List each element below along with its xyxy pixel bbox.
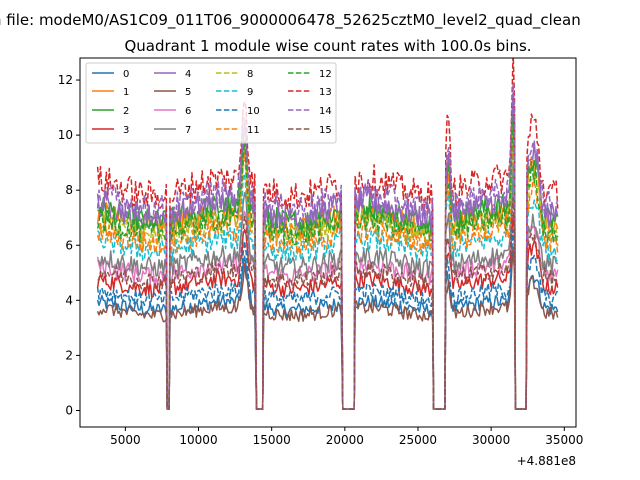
legend-label-12: 12 <box>319 69 332 80</box>
y-tick-label: 6 <box>65 238 73 252</box>
x-tick-label: 25000 <box>399 433 437 447</box>
legend-label-7: 7 <box>185 125 191 136</box>
legend-frame <box>85 62 337 144</box>
legend-label-3: 3 <box>123 125 129 136</box>
x-tick-label: 20000 <box>326 433 364 447</box>
legend-label-4: 4 <box>185 69 191 80</box>
legend-label-5: 5 <box>185 87 191 98</box>
legend-label-14: 14 <box>319 106 332 117</box>
y-tick-label: 0 <box>65 403 73 417</box>
suptitle: n file: modeM0/AS1C09_011T06_9000006478_… <box>0 11 581 30</box>
series-line-9 <box>96 136 558 410</box>
series-line-13 <box>96 58 559 410</box>
y-tick-label: 8 <box>65 183 73 197</box>
x-tick-label: 30000 <box>472 433 510 447</box>
legend-label-6: 6 <box>185 106 191 117</box>
y-axis: 0 2 4 6 8 10 12 <box>58 73 80 417</box>
legend-label-9: 9 <box>247 87 253 98</box>
y-tick-label: 12 <box>58 73 73 87</box>
legend-label-15: 15 <box>319 125 332 136</box>
x-offset-label: +4.881e8 <box>517 454 576 468</box>
legend-label-0: 0 <box>123 69 129 80</box>
legend-label-11: 11 <box>247 125 260 136</box>
plot-area-frame <box>79 57 577 428</box>
legend-label-8: 8 <box>247 69 253 80</box>
x-tick-label: 15000 <box>253 433 291 447</box>
x-tick-label: 5000 <box>110 433 141 447</box>
legend-label-13: 13 <box>319 87 332 98</box>
legend-label-2: 2 <box>123 106 129 117</box>
series-lines <box>96 58 559 410</box>
y-tick-label: 4 <box>65 293 73 307</box>
x-tick-label: 10000 <box>179 433 217 447</box>
y-tick-label: 10 <box>58 128 73 142</box>
x-axis: 5000 10000 15000 20000 25000 30000 35000 <box>110 427 583 447</box>
chart-title: Quadrant 1 module wise count rates with … <box>124 37 531 55</box>
x-tick-label: 35000 <box>545 433 583 447</box>
y-tick-label: 2 <box>65 348 73 362</box>
legend-label-10: 10 <box>247 106 260 117</box>
series-line-15 <box>97 197 559 410</box>
legend-label-1: 1 <box>123 87 129 98</box>
